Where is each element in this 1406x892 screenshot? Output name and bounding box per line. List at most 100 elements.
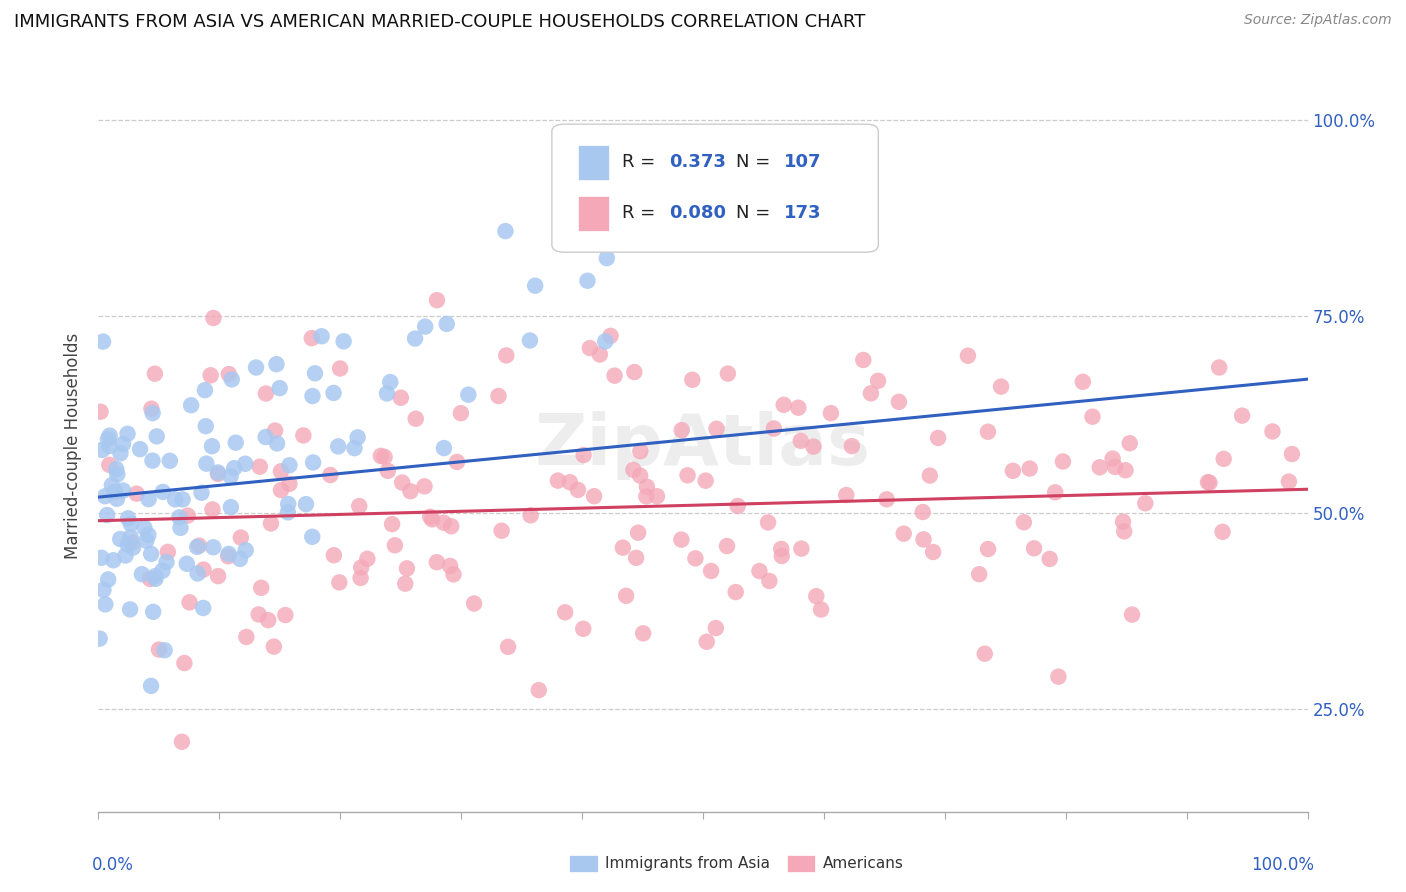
Point xyxy=(636,480,658,494)
Point xyxy=(589,347,612,361)
Point xyxy=(374,450,396,464)
Point xyxy=(391,475,413,490)
Point xyxy=(1230,409,1253,423)
Point xyxy=(254,386,277,401)
Point xyxy=(134,521,156,535)
Point xyxy=(141,401,163,416)
Point xyxy=(301,389,323,403)
Text: 0.0%: 0.0% xyxy=(93,855,134,873)
Point xyxy=(404,332,426,346)
Point xyxy=(645,489,668,503)
Point xyxy=(496,640,519,654)
Point xyxy=(269,381,291,395)
Point xyxy=(495,348,517,362)
Point xyxy=(724,585,747,599)
Point xyxy=(370,449,392,463)
Point xyxy=(381,517,404,532)
Point xyxy=(207,467,229,481)
Point xyxy=(762,421,785,435)
Point xyxy=(224,461,246,475)
Point xyxy=(97,573,120,587)
Point xyxy=(519,334,541,348)
Point xyxy=(200,368,222,383)
Point xyxy=(173,656,195,670)
Point xyxy=(547,474,569,488)
Point xyxy=(887,395,910,409)
Point xyxy=(627,525,650,540)
Point xyxy=(1212,451,1234,466)
Point xyxy=(311,329,333,343)
Point xyxy=(233,457,256,471)
Point xyxy=(426,293,449,308)
Point xyxy=(249,459,271,474)
Point xyxy=(1112,515,1135,529)
Point xyxy=(98,458,121,472)
Point xyxy=(927,431,949,445)
Point xyxy=(121,535,143,549)
Point xyxy=(329,361,352,376)
Point xyxy=(835,488,858,502)
Point xyxy=(152,564,174,578)
Point xyxy=(716,539,738,553)
Point xyxy=(1022,541,1045,556)
Point xyxy=(420,512,443,526)
Point xyxy=(439,558,461,573)
Point xyxy=(695,474,717,488)
Point xyxy=(772,398,794,412)
Point xyxy=(599,329,621,343)
Point xyxy=(787,401,810,415)
Point xyxy=(254,430,277,444)
Point xyxy=(152,484,174,499)
Point xyxy=(593,334,616,349)
Point xyxy=(1197,475,1219,490)
Point xyxy=(187,566,209,581)
Point xyxy=(207,569,229,583)
Point xyxy=(270,464,292,478)
Point xyxy=(524,278,547,293)
Point xyxy=(301,331,323,345)
Point xyxy=(229,552,252,566)
Point xyxy=(790,541,813,556)
Point xyxy=(440,519,463,533)
Point xyxy=(229,531,252,545)
Text: 107: 107 xyxy=(785,153,821,171)
Point xyxy=(145,569,167,583)
Point xyxy=(1052,454,1074,468)
Point xyxy=(202,541,225,555)
Point xyxy=(125,486,148,500)
Point xyxy=(681,373,703,387)
Point xyxy=(1088,460,1111,475)
Text: Immigrants from Asia: Immigrants from Asia xyxy=(605,856,769,871)
Point xyxy=(443,567,465,582)
Point xyxy=(876,492,898,507)
Point xyxy=(257,613,280,627)
Point xyxy=(1212,524,1234,539)
Point xyxy=(235,543,257,558)
Point xyxy=(696,634,718,648)
Point xyxy=(142,605,165,619)
Point xyxy=(263,640,285,654)
Text: N =: N = xyxy=(735,153,776,171)
Point xyxy=(596,251,619,265)
Point xyxy=(1118,436,1140,450)
Point xyxy=(377,464,399,478)
Point xyxy=(89,405,111,419)
FancyBboxPatch shape xyxy=(578,196,609,231)
Point xyxy=(419,509,441,524)
Point xyxy=(576,274,599,288)
Point xyxy=(558,475,581,490)
Point xyxy=(1135,496,1157,510)
Point xyxy=(700,564,723,578)
Point xyxy=(748,564,770,578)
Point xyxy=(628,468,651,483)
Point xyxy=(138,528,160,542)
Point xyxy=(292,428,315,442)
Point xyxy=(572,448,595,462)
Point xyxy=(98,439,121,453)
Point xyxy=(304,366,326,380)
Point xyxy=(193,601,215,615)
Point xyxy=(758,574,780,588)
Point xyxy=(278,458,301,473)
Point xyxy=(405,411,427,425)
Point xyxy=(893,526,915,541)
